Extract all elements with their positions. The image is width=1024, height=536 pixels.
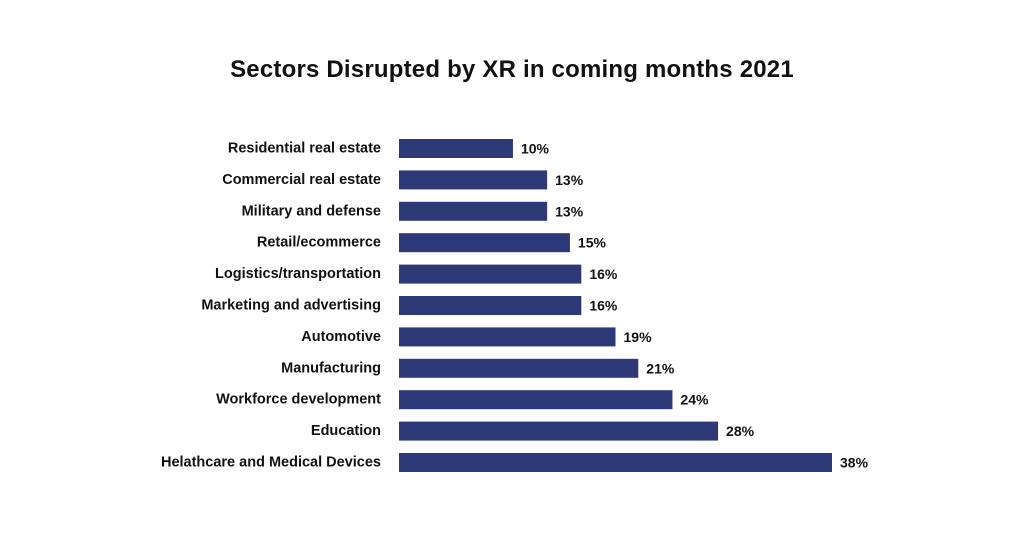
bar	[399, 358, 639, 378]
category-label: Workforce development	[216, 392, 381, 408]
bar	[399, 296, 582, 315]
value-label: 28%	[726, 423, 755, 439]
value-label: 13%	[555, 172, 584, 188]
category-label: Education	[311, 423, 381, 439]
bar	[399, 453, 832, 472]
category-label: Commercial real estate	[222, 172, 381, 188]
bar	[399, 264, 582, 284]
category-label: Helathcare and Medical Devices	[161, 455, 381, 471]
value-label: 15%	[578, 235, 607, 251]
category-label: Logistics/transportation	[215, 266, 381, 282]
value-label: 16%	[589, 266, 618, 282]
category-label: Automotive	[301, 329, 381, 345]
category-label: Residential real estate	[228, 141, 381, 157]
category-label: Military and defense	[242, 203, 381, 219]
value-label: 24%	[680, 392, 709, 408]
value-label: 19%	[624, 329, 653, 345]
value-label: 13%	[555, 203, 584, 219]
value-label: 10%	[521, 141, 550, 157]
bar	[399, 139, 513, 158]
bar	[399, 201, 548, 221]
chart-title: Sectors Disrupted by XR in coming months…	[230, 56, 794, 83]
category-label: Retail/ecommerce	[257, 235, 381, 251]
category-label: Manufacturing	[281, 360, 381, 376]
bar	[399, 421, 719, 441]
value-label: 21%	[646, 360, 675, 376]
bar	[399, 327, 616, 347]
value-label: 38%	[840, 455, 869, 471]
bar	[399, 233, 570, 253]
bar	[399, 390, 673, 410]
bar	[399, 170, 548, 190]
value-label: 16%	[589, 298, 618, 314]
category-label: Marketing and advertising	[201, 298, 381, 314]
